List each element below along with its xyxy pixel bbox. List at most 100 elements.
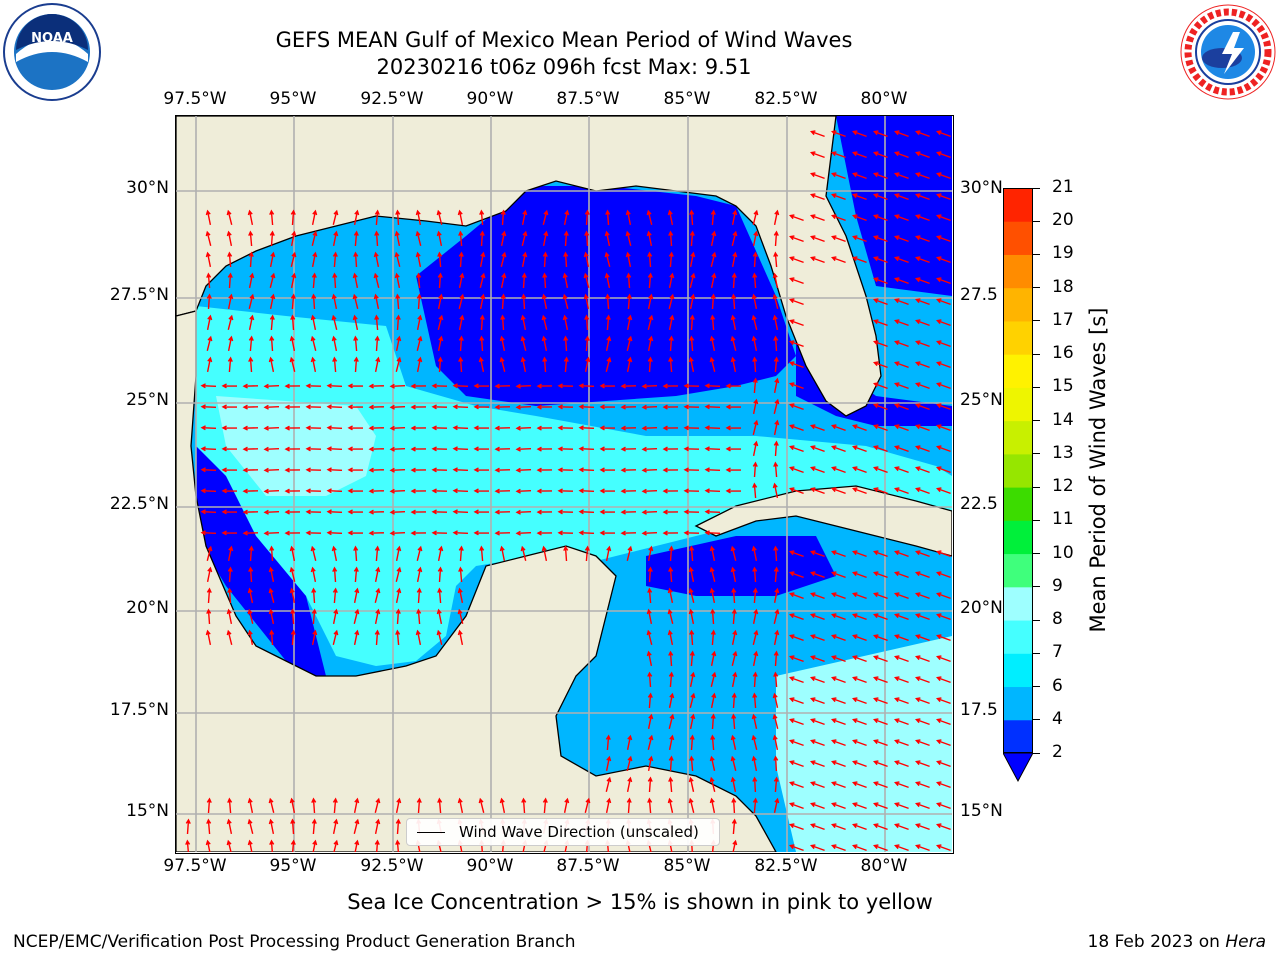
wind-wave-arrow <box>374 335 380 352</box>
wind-wave-arrow <box>789 844 804 852</box>
wind-wave-arrow <box>789 739 804 747</box>
wind-wave-arrow <box>521 209 528 226</box>
wind-wave-arrow <box>915 676 930 684</box>
wind-wave-arrow <box>584 545 590 562</box>
colorbar-label: Mean Period of Wind Waves [s] <box>1086 307 1110 633</box>
wind-wave-arrow <box>704 404 721 410</box>
wind-wave-arrow <box>710 251 717 267</box>
wind-wave-arrow <box>227 335 234 352</box>
wind-wave-arrow <box>772 272 779 289</box>
wind-wave-arrow <box>310 545 317 561</box>
wind-wave-arrow <box>646 230 653 247</box>
wind-wave-arrow <box>436 608 443 625</box>
nws-logo <box>1180 4 1276 100</box>
colorbar-tick-mark <box>1033 619 1040 621</box>
wind-wave-arrow <box>284 404 301 410</box>
wind-wave-arrow <box>688 587 695 603</box>
wind-wave-arrow <box>436 209 443 225</box>
wind-wave-arrow <box>226 608 233 625</box>
wind-wave-arrow <box>389 425 406 431</box>
wind-wave-arrow <box>852 802 867 810</box>
wind-wave-arrow <box>479 230 485 247</box>
wind-wave-arrow <box>200 383 217 389</box>
wind-wave-arrow <box>269 314 275 331</box>
colorbar-tick-label: 12 <box>1052 476 1074 497</box>
wind-wave-arrow <box>410 383 427 389</box>
wind-wave-arrow <box>710 230 717 247</box>
wind-wave-arrow <box>374 818 381 835</box>
wind-wave-arrow <box>894 697 909 705</box>
colorbar-segment <box>1003 620 1033 654</box>
wind-wave-arrow <box>542 209 549 225</box>
wind-wave-arrow <box>752 377 758 394</box>
wind-wave-arrow <box>353 335 359 352</box>
wind-wave-arrow <box>688 776 695 792</box>
wind-wave-arrow <box>772 482 779 499</box>
wind-wave-arrow <box>704 509 721 515</box>
wind-wave-arrow <box>499 356 506 372</box>
wind-wave-arrow <box>332 251 338 268</box>
wind-wave-arrow <box>915 718 930 726</box>
wind-wave-arrow <box>894 172 909 180</box>
wind-wave-arrow <box>347 446 364 452</box>
wind-wave-arrow <box>936 802 951 810</box>
wind-wave-arrow <box>831 235 846 243</box>
wind-wave-arrow <box>751 293 758 310</box>
wind-wave-arrow <box>452 383 469 389</box>
wind-wave-arrow <box>269 293 276 310</box>
wind-wave-arrow <box>915 655 930 663</box>
wind-wave-arrow <box>773 356 779 373</box>
colorbar-extend <box>1003 753 1033 783</box>
wind-wave-arrow <box>458 251 464 268</box>
wind-wave-arrow <box>415 209 422 226</box>
field-cyan <box>196 306 952 666</box>
wind-wave-arrow <box>205 629 212 646</box>
wind-wave-arrow <box>605 356 612 372</box>
wind-wave-arrow <box>894 571 909 579</box>
wind-wave-arrow <box>668 713 675 729</box>
wind-wave-arrow <box>395 335 402 352</box>
wind-wave-arrow <box>437 356 443 373</box>
wind-wave-arrow <box>752 671 758 688</box>
wind-wave-arrow <box>667 608 674 624</box>
wind-wave-arrow <box>773 755 779 772</box>
wind-wave-arrow <box>689 230 695 247</box>
wind-wave-arrow <box>772 293 779 309</box>
wind-wave-arrow <box>605 335 612 352</box>
wind-wave-arrow <box>284 425 301 431</box>
wind-wave-arrow <box>458 314 465 331</box>
wind-wave-arrow <box>311 797 317 814</box>
wind-wave-arrow <box>689 692 696 708</box>
wind-wave-arrow <box>730 545 737 561</box>
wind-wave-arrow <box>499 797 506 814</box>
wind-wave-arrow <box>263 530 280 536</box>
wind-wave-arrow <box>725 404 742 410</box>
land-cuba <box>694 485 953 557</box>
wind-wave-arrow <box>789 298 804 306</box>
wind-wave-arrow <box>936 613 951 621</box>
wind-wave-arrow <box>284 383 301 389</box>
colorbar-tick-mark <box>1033 187 1040 189</box>
wind-wave-arrow <box>873 340 888 348</box>
wind-wave-arrow <box>353 545 359 562</box>
wind-wave-arrow <box>221 425 238 431</box>
wind-wave-arrow <box>789 256 804 264</box>
wind-wave-arrow <box>515 509 532 515</box>
wind-wave-arrow <box>248 230 254 247</box>
wind-wave-arrow <box>752 692 758 709</box>
wind-wave-arrow <box>831 781 846 789</box>
wind-wave-arrow <box>389 467 406 473</box>
wind-wave-arrow <box>789 634 804 642</box>
wind-wave-arrow <box>894 466 909 474</box>
wind-wave-arrow <box>731 209 738 226</box>
wind-wave-arrow <box>752 566 758 583</box>
wind-wave-arrow <box>752 797 758 814</box>
wind-wave-arrow <box>289 797 296 814</box>
wind-wave-arrow <box>915 130 930 138</box>
wind-wave-arrow <box>415 629 422 646</box>
wind-wave-arrow <box>810 151 825 159</box>
wind-wave-arrow <box>936 256 951 264</box>
wind-wave-arrow <box>311 587 317 604</box>
wind-wave-arrow <box>772 692 779 708</box>
wind-wave-arrow <box>620 383 637 389</box>
